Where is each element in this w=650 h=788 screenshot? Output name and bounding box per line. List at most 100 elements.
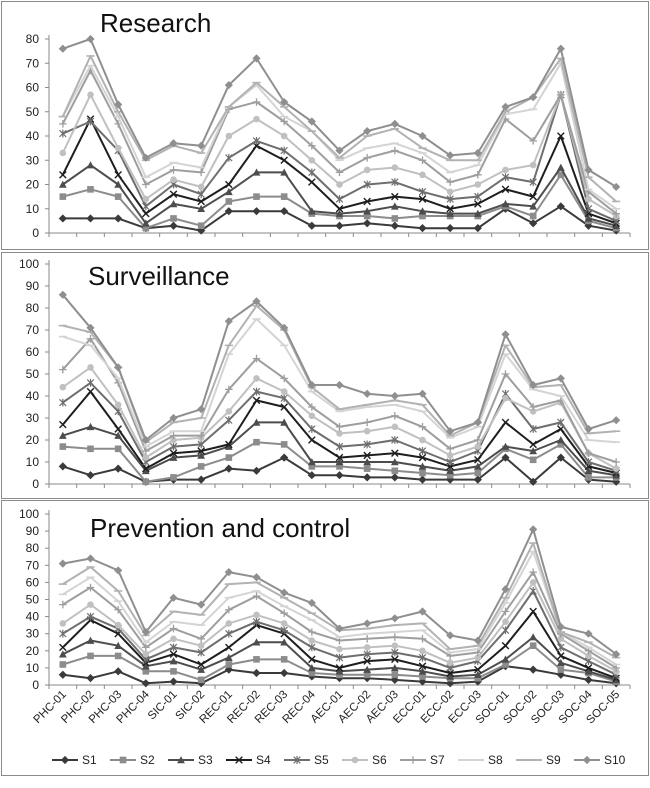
data-point xyxy=(446,471,454,479)
data-point xyxy=(308,425,316,433)
data-point xyxy=(141,662,150,670)
data-point xyxy=(58,559,67,568)
data-point xyxy=(225,416,233,425)
data-point xyxy=(252,617,261,626)
data-point xyxy=(501,626,510,635)
data-point xyxy=(225,132,233,140)
data-point xyxy=(363,197,371,206)
data-point xyxy=(363,154,371,162)
series-s5 xyxy=(59,587,620,679)
data-point xyxy=(419,647,426,655)
data-point xyxy=(363,440,371,449)
data-point xyxy=(280,403,288,411)
legend-item-s9: S9 xyxy=(516,753,561,767)
data-point xyxy=(280,656,288,663)
series-s10 xyxy=(58,290,621,445)
data-point xyxy=(252,54,261,63)
data-point xyxy=(474,443,482,450)
data-point xyxy=(363,458,372,466)
data-point xyxy=(501,418,510,427)
data-point xyxy=(473,670,482,679)
data-point xyxy=(446,178,454,186)
data-point xyxy=(225,180,233,189)
data-point xyxy=(335,380,344,390)
chart-title: Prevention and control xyxy=(90,513,350,543)
data-point xyxy=(307,672,316,681)
data-point xyxy=(86,471,95,480)
data-point xyxy=(197,660,205,669)
data-point xyxy=(391,436,399,444)
data-point xyxy=(225,661,233,668)
y-tick-label: 50 xyxy=(26,105,40,119)
series-s9 xyxy=(58,55,621,203)
series-s2 xyxy=(59,642,620,685)
series-s3 xyxy=(58,418,621,479)
data-point xyxy=(253,611,260,619)
data-point xyxy=(197,190,205,199)
data-point xyxy=(169,624,178,633)
data-point xyxy=(335,453,344,462)
data-point xyxy=(335,146,344,155)
y-tick-label: 90 xyxy=(26,524,40,538)
data-point xyxy=(446,445,454,453)
data-point xyxy=(363,473,372,482)
data-point xyxy=(335,204,344,213)
data-point xyxy=(86,378,95,387)
data-point xyxy=(363,427,371,435)
data-point xyxy=(280,97,289,107)
data-point xyxy=(86,583,95,592)
data-point xyxy=(474,192,482,201)
data-point xyxy=(142,650,150,658)
data-point xyxy=(280,609,288,617)
legend-label: S1 xyxy=(82,753,97,767)
data-point xyxy=(59,661,67,668)
panel-border xyxy=(1,1,649,250)
data-point xyxy=(584,675,593,684)
data-point xyxy=(363,635,371,643)
data-point xyxy=(446,151,455,160)
legend-item-s10: S10 xyxy=(574,753,626,767)
data-point xyxy=(557,132,565,140)
data-point xyxy=(418,607,427,616)
data-point xyxy=(197,665,206,673)
data-point xyxy=(473,209,482,217)
data-point xyxy=(224,317,233,326)
data-point xyxy=(114,100,123,109)
data-point xyxy=(280,156,288,165)
data-point xyxy=(169,657,178,665)
legend-item-s2: S2 xyxy=(110,753,155,767)
data-point xyxy=(529,568,537,576)
data-point xyxy=(86,636,95,644)
data-point xyxy=(197,440,205,449)
data-point xyxy=(169,453,178,461)
data-point xyxy=(280,146,288,155)
y-tick-label: 0 xyxy=(32,226,39,240)
data-point xyxy=(529,161,537,169)
legend-label: S9 xyxy=(546,753,561,767)
data-point xyxy=(58,650,67,658)
data-point xyxy=(114,464,123,473)
data-point xyxy=(142,454,150,461)
data-point xyxy=(142,224,150,232)
data-point xyxy=(418,475,427,484)
data-point xyxy=(446,452,454,459)
data-point xyxy=(252,207,261,216)
data-point xyxy=(197,197,205,206)
data-point xyxy=(197,204,206,213)
y-tick-label: 50 xyxy=(26,367,40,381)
data-point xyxy=(612,664,620,672)
data-point xyxy=(390,221,399,230)
data-point xyxy=(197,168,205,177)
data-point xyxy=(197,183,205,191)
legend: S1 S2 S3 S4 S5 S6 S7 S8 S9 S10 xyxy=(52,753,626,767)
data-point xyxy=(59,120,67,128)
data-point xyxy=(556,44,565,53)
data-point xyxy=(446,209,455,217)
data-point xyxy=(169,449,178,457)
data-point xyxy=(59,383,67,391)
data-point xyxy=(557,635,565,643)
data-point xyxy=(141,679,150,688)
data-point xyxy=(114,431,123,439)
